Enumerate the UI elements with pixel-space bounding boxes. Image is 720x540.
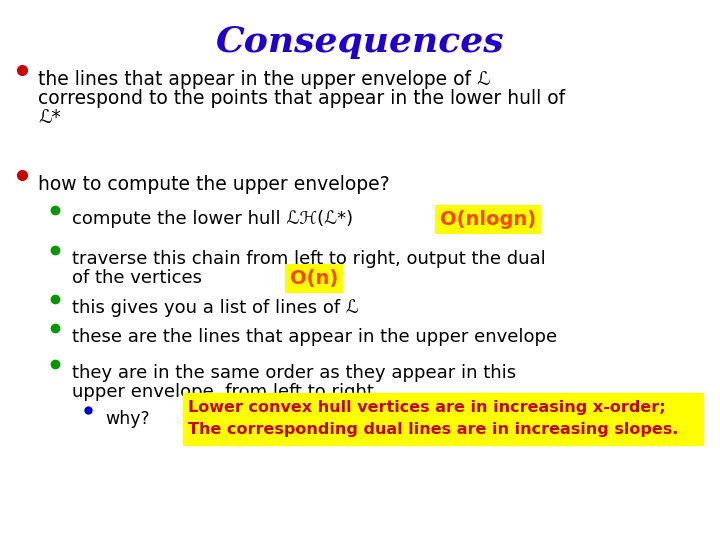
Text: these are the lines that appear in the upper envelope: these are the lines that appear in the u… — [72, 328, 557, 346]
FancyBboxPatch shape — [183, 393, 703, 445]
Text: they are in the same order as they appear in this: they are in the same order as they appea… — [72, 364, 516, 382]
Text: Lower convex hull vertices are in increasing x-order;
The corresponding dual lin: Lower convex hull vertices are in increa… — [188, 400, 678, 437]
Text: how to compute the upper envelope?: how to compute the upper envelope? — [38, 175, 390, 194]
Text: compute the lower hull ℒℋ(ℒ*): compute the lower hull ℒℋ(ℒ*) — [72, 210, 353, 228]
Text: O(nlogn): O(nlogn) — [440, 210, 536, 229]
Text: why?: why? — [105, 410, 150, 428]
Text: Consequences: Consequences — [216, 25, 504, 59]
Text: the lines that appear in the upper envelope of ℒ: the lines that appear in the upper envel… — [38, 70, 490, 89]
Text: of the vertices: of the vertices — [72, 269, 202, 287]
Text: correspond to the points that appear in the lower hull of: correspond to the points that appear in … — [38, 89, 565, 108]
Text: O(n): O(n) — [290, 269, 338, 288]
Text: this gives you a list of lines of ℒ: this gives you a list of lines of ℒ — [72, 299, 359, 317]
Text: upper envelope, from left to right: upper envelope, from left to right — [72, 383, 374, 401]
Text: traverse this chain from left to right, output the dual: traverse this chain from left to right, … — [72, 250, 546, 268]
Text: ℒ*: ℒ* — [38, 108, 60, 127]
